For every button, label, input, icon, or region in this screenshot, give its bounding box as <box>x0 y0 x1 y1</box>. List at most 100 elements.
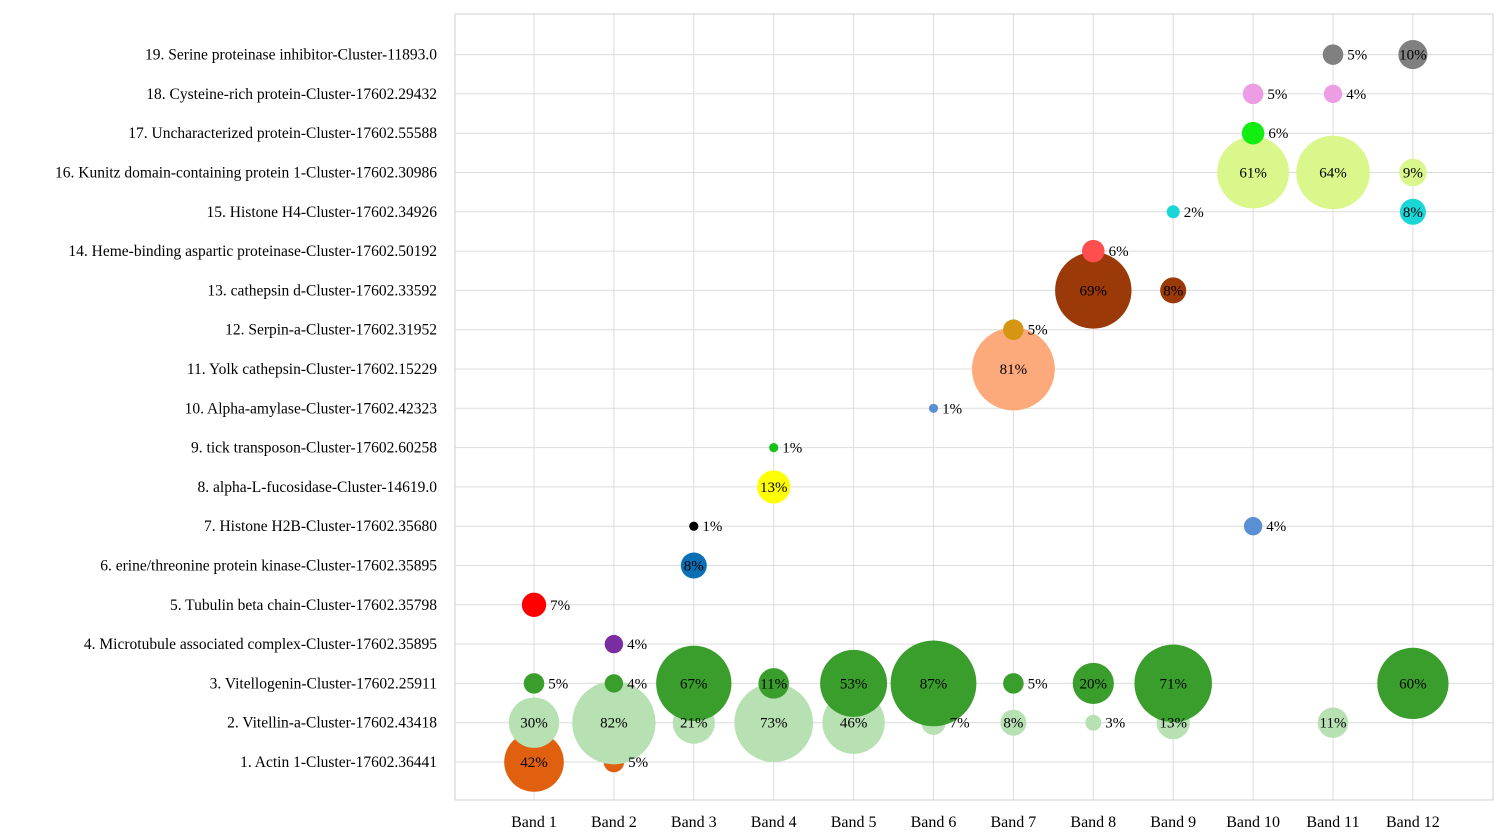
row-label: 10. Alpha-amylase-Cluster-17602.42323 <box>185 400 438 417</box>
bubble-value-label: 69% <box>1080 283 1108 299</box>
bubble <box>734 683 814 763</box>
bubble <box>1399 198 1426 225</box>
bubble <box>1085 714 1102 731</box>
bubble-value-label: 4% <box>627 676 647 692</box>
plot-area-frame <box>454 13 1494 801</box>
row-label: 5. Tubulin beta chain-Cluster-17602.3579… <box>170 597 437 614</box>
bubble <box>521 592 547 617</box>
bubble-value-label: 1% <box>942 401 962 417</box>
bubble-value-label: 11% <box>760 676 787 692</box>
bubble-value-label: 46% <box>840 716 868 732</box>
row-label: 19. Serine proteinase inhibitor-Cluster-… <box>145 47 437 64</box>
bubble-value-label: 10% <box>1399 48 1427 64</box>
row-label: 16. Kunitz domain-containing protein 1-C… <box>55 165 437 182</box>
band-tick-label: Band 11 <box>1306 814 1359 831</box>
bubble-value-label: 5% <box>628 755 648 771</box>
band-tick-label: Band 12 <box>1386 814 1440 831</box>
row-label: 15. Histone H4-Cluster-17602.34926 <box>207 204 438 221</box>
bubble-value-label: 7% <box>550 598 570 614</box>
row-label: 7. Histone H2B-Cluster-17602.35680 <box>204 518 437 535</box>
bubble-value-label: 71% <box>1159 676 1187 692</box>
bubble-value-label: 13% <box>760 480 788 496</box>
bubble-value-label: 13% <box>1159 716 1187 732</box>
row-label: 1. Actin 1-Cluster-17602.36441 <box>240 754 437 771</box>
bubble <box>572 681 656 765</box>
bubble <box>1160 277 1187 304</box>
bubble-value-label: 6% <box>1268 126 1288 142</box>
bubble-value-label: 8% <box>1403 205 1423 221</box>
row-label: 2. Vitellin-a-Cluster-17602.43418 <box>227 715 437 732</box>
bubble-value-label: 4% <box>1266 519 1286 535</box>
bubble <box>1296 135 1370 210</box>
bubble-value-label: 1% <box>702 519 722 535</box>
bubble <box>1241 121 1265 145</box>
band-tick-label: Band 6 <box>911 814 957 831</box>
bubble <box>1072 662 1114 704</box>
bubble <box>1243 517 1263 536</box>
bubble <box>1000 709 1027 736</box>
band-tick-label: Band 5 <box>831 814 877 831</box>
bubble <box>758 668 789 699</box>
bubble-value-label: 30% <box>520 716 548 732</box>
bubble-value-label: 3% <box>1105 716 1125 732</box>
bubble <box>890 640 977 727</box>
row-label: 14. Heme-binding aspartic proteinase-Clu… <box>68 243 437 260</box>
row-labels: 1. Actin 1-Cluster-17602.36441 2. Vitelli… <box>55 47 437 771</box>
bubble-value-label: 67% <box>680 676 708 692</box>
bubble-value-label: 5% <box>1028 676 1048 692</box>
row-label: 3. Vitellogenin-Cluster-17602.25911 <box>210 675 437 692</box>
bubble <box>1377 647 1449 720</box>
bubble-value-label: 73% <box>760 716 788 732</box>
bubble-value-label: 4% <box>1346 87 1366 103</box>
bubble <box>1399 158 1427 187</box>
band-labels: Band 1 Band 2 Band 3 Band 4 Band 5 Band 6 Band… <box>511 814 1440 831</box>
bubble-value-label: 1% <box>782 441 802 457</box>
bubble-value-label: 81% <box>1000 362 1028 378</box>
row-label: 9. tick transposon-Cluster-17602.60258 <box>191 440 437 457</box>
bubble-value-label: 5% <box>1028 323 1048 339</box>
band-tick-label: Band 9 <box>1150 814 1196 831</box>
bubble <box>1003 673 1024 694</box>
bubble-value-label: 53% <box>840 676 868 692</box>
bubble <box>769 443 779 453</box>
bubble <box>689 521 699 531</box>
bubble-value-label: 64% <box>1319 166 1347 182</box>
bubble <box>1134 644 1212 723</box>
bubble <box>1166 205 1180 219</box>
bubble-value-label: 61% <box>1239 166 1267 182</box>
bubble <box>757 470 791 504</box>
bubble <box>1323 84 1343 104</box>
bubble-value-label: 82% <box>600 716 628 732</box>
bubble-value-label: 11% <box>1320 716 1347 732</box>
row-label: 8. alpha-L-fucosidase-Cluster-14619.0 <box>198 479 438 496</box>
bubble <box>1242 83 1264 105</box>
band-tick-label: Band 1 <box>511 814 557 831</box>
band-tick-label: Band 3 <box>671 814 717 831</box>
bubble <box>1217 136 1290 209</box>
bubble <box>523 673 545 694</box>
bubble-value-label: 20% <box>1080 676 1108 692</box>
row-label: 11. Yolk cathepsin-Cluster-17602.15229 <box>187 361 437 378</box>
bubble <box>504 732 564 792</box>
band-tick-label: Band 10 <box>1226 814 1280 831</box>
row-label: 12. Serpin-a-Cluster-17602.31952 <box>225 322 437 339</box>
bubble-value-label: 2% <box>1184 205 1204 221</box>
bubble <box>972 327 1055 411</box>
bubble-value-label: 5% <box>548 676 568 692</box>
band-tick-label: Band 7 <box>991 814 1037 831</box>
bubble-value-label: 42% <box>520 755 548 771</box>
bubble-value-label: 9% <box>1403 166 1423 182</box>
row-label: 13. cathepsin d-Cluster-17602.33592 <box>207 282 437 299</box>
bubble <box>1322 44 1344 65</box>
bubble <box>680 552 707 579</box>
bubble <box>1003 319 1024 340</box>
row-label: 18. Cysteine-rich protein-Cluster-17602.… <box>146 86 437 103</box>
row-label: 6. erine/threonine protein kinase-Cluste… <box>100 558 437 575</box>
bubble-value-label: 5% <box>1347 48 1367 64</box>
bubble <box>820 649 888 717</box>
bubble <box>656 645 732 722</box>
bubble <box>508 697 560 748</box>
bubble-value-label: 8% <box>684 559 704 575</box>
bubble-value-label: 87% <box>920 676 948 692</box>
